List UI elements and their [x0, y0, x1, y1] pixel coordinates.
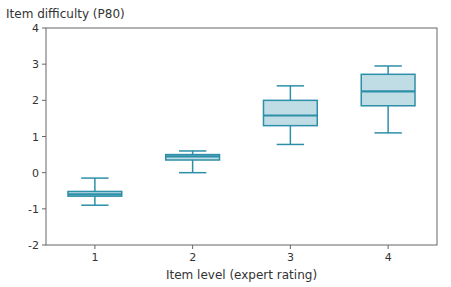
- plot-frame: [46, 28, 437, 245]
- lower-cap: [374, 132, 401, 134]
- lower-cap: [277, 144, 304, 146]
- box: [68, 191, 122, 196]
- upper-cap: [179, 150, 206, 152]
- x-tick-label: 2: [189, 251, 196, 264]
- y-tick-label: 1: [32, 131, 39, 144]
- y-tick-label: -1: [28, 203, 39, 216]
- y-tick: [42, 136, 46, 137]
- x-tick: [94, 245, 95, 249]
- chart-container: -2 -1 0 1 2 3 4 1 2 3 4 Item level (expert rating) I…: [0, 0, 451, 287]
- y-tick: [42, 172, 46, 173]
- y-tick-label: -2: [28, 239, 39, 252]
- median-line: [263, 114, 317, 116]
- median-line: [166, 155, 220, 157]
- upper-whisker: [387, 66, 389, 74]
- upper-cap: [277, 85, 304, 87]
- x-tick-label: 1: [91, 251, 98, 264]
- x-axis-label: Item level (expert rating): [166, 268, 317, 282]
- y-tick: [42, 208, 46, 209]
- y-tick: [42, 100, 46, 101]
- median-line: [361, 90, 415, 92]
- upper-whisker: [290, 86, 292, 100]
- y-tick-label: 3: [32, 58, 39, 71]
- x-tick: [192, 245, 193, 249]
- x-tick: [290, 245, 291, 249]
- upper-cap: [81, 177, 108, 179]
- lower-whisker: [192, 160, 194, 173]
- y-tick: [42, 64, 46, 65]
- y-tick-label: 0: [32, 167, 39, 180]
- box: [263, 100, 317, 125]
- box: [166, 155, 220, 160]
- boxes: [68, 66, 415, 205]
- lower-cap: [179, 172, 206, 174]
- y-tick-label: 4: [32, 22, 39, 35]
- chart: -2 -1 0 1 2 3 4 1 2 3 4 Item level (expert rating) I…: [0, 0, 451, 287]
- y-tick-label: 2: [32, 94, 39, 107]
- y-tick: [42, 28, 46, 29]
- x-tick-label: 4: [385, 251, 392, 264]
- lower-whisker: [94, 196, 96, 205]
- median-line: [68, 193, 122, 195]
- x-tick-label: 3: [287, 251, 294, 264]
- upper-whisker: [94, 178, 96, 191]
- x-tick: [388, 245, 389, 249]
- box: [361, 74, 415, 105]
- lower-cap: [81, 204, 108, 206]
- y-axis-label: Item difficulty (P80): [6, 7, 125, 21]
- y-tick: [42, 245, 46, 246]
- lower-whisker: [387, 106, 389, 133]
- lower-whisker: [290, 126, 292, 145]
- upper-cap: [374, 65, 401, 67]
